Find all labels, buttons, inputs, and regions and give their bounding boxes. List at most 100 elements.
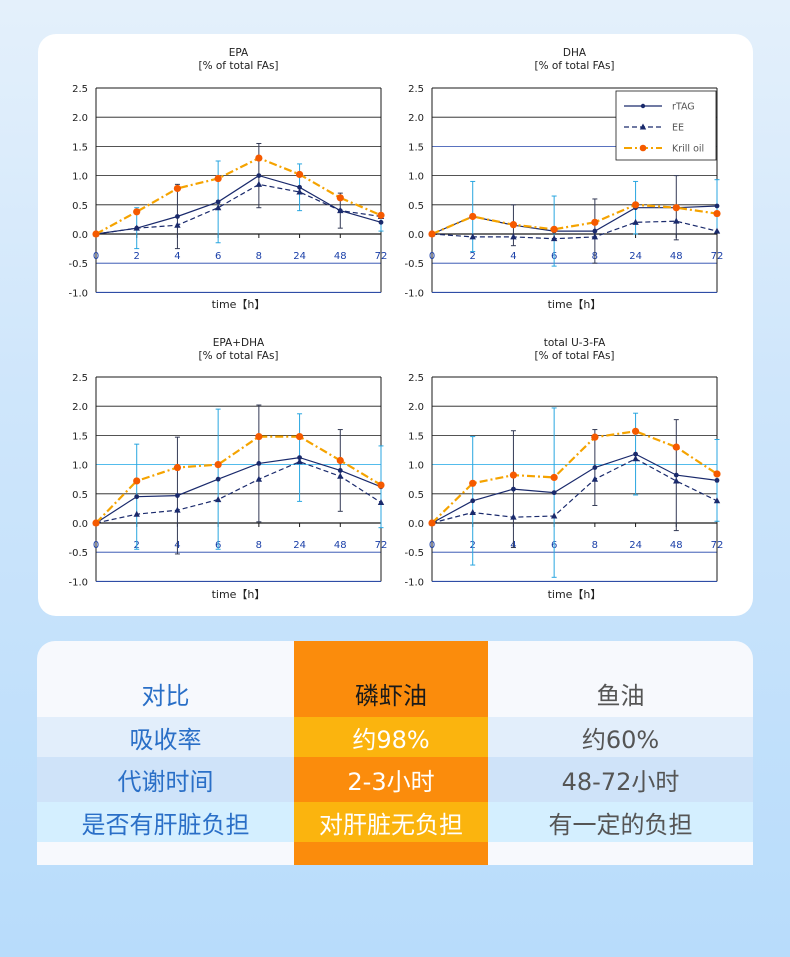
y-tick-label: 2.5 bbox=[72, 84, 88, 95]
x-tick-label: 0 bbox=[429, 540, 435, 551]
data-point-rtag bbox=[633, 451, 638, 457]
series-line-ee bbox=[431, 458, 718, 524]
legend-label: EE bbox=[672, 123, 684, 134]
x-tick-label: 24 bbox=[629, 251, 642, 262]
charts-svg: EPA[% of total FAs]2.52.01.51.00.50.0-0.… bbox=[68, 47, 724, 601]
data-point-krill bbox=[509, 221, 518, 229]
data-point-ee bbox=[296, 458, 303, 465]
data-point-ee bbox=[337, 472, 344, 479]
data-point-rtag bbox=[511, 486, 516, 492]
y-tick-label: 0.0 bbox=[72, 519, 88, 530]
krill-value: 2-3小时 bbox=[294, 757, 488, 802]
data-point-krill bbox=[336, 194, 344, 202]
fish-value: 48-72小时 bbox=[488, 757, 753, 802]
data-point-krill bbox=[672, 443, 680, 451]
y-tick-label: 0.5 bbox=[408, 201, 424, 212]
krill-value: 对肝脏无负担 bbox=[294, 802, 488, 842]
data-point-krill bbox=[92, 519, 100, 527]
y-tick-label: 2.5 bbox=[408, 84, 424, 95]
x-axis-label: time【h】 bbox=[548, 588, 602, 601]
table-row: 是否有肝脏负担 对肝脏无负担 有一定的负担 bbox=[37, 802, 753, 842]
y-tick-label: 2.0 bbox=[408, 402, 424, 413]
data-point-krill bbox=[133, 208, 141, 216]
data-point-ee bbox=[214, 496, 222, 503]
x-tick-label: 72 bbox=[375, 540, 388, 551]
data-point-krill bbox=[377, 481, 385, 489]
x-axis-label: time【h】 bbox=[548, 298, 602, 311]
data-point-krill bbox=[428, 519, 436, 527]
data-point-krill bbox=[295, 432, 304, 441]
chart-title: EPA+DHA bbox=[213, 337, 265, 349]
data-point-ee bbox=[673, 217, 680, 224]
y-tick-label: 0.5 bbox=[72, 201, 88, 212]
y-tick-label: -0.5 bbox=[404, 259, 424, 270]
data-point-ee bbox=[133, 224, 140, 231]
data-point-ee bbox=[377, 499, 385, 506]
data-point-krill bbox=[713, 209, 721, 218]
series-line-ee bbox=[95, 461, 382, 524]
data-point-rtag bbox=[337, 468, 343, 473]
data-point-ee bbox=[591, 475, 599, 482]
y-tick-label: -1.0 bbox=[404, 288, 424, 299]
table-row: 代谢时间 2-3小时 48-72小时 bbox=[37, 757, 753, 802]
chart-title: DHA bbox=[563, 47, 587, 59]
data-point-krill bbox=[255, 432, 263, 441]
y-tick-label: 2.0 bbox=[408, 113, 424, 124]
data-point-ee bbox=[214, 204, 222, 211]
data-point-rtag bbox=[714, 203, 720, 209]
x-tick-label: 72 bbox=[711, 251, 724, 262]
y-tick-label: 0.0 bbox=[408, 230, 424, 241]
data-point-krill bbox=[591, 433, 599, 441]
data-point-ee bbox=[632, 455, 639, 462]
data-point-ee bbox=[591, 233, 599, 240]
x-tick-label: 24 bbox=[629, 540, 642, 551]
series-line-krill bbox=[431, 203, 718, 236]
data-point-krill bbox=[509, 471, 518, 479]
x-tick-label: 8 bbox=[256, 540, 262, 551]
data-point-rtag bbox=[134, 494, 140, 500]
data-point-krill bbox=[713, 470, 721, 478]
data-point-krill bbox=[336, 456, 344, 465]
data-point-ee bbox=[550, 235, 558, 242]
fish-value: 鱼油 bbox=[596, 681, 645, 710]
x-tick-label: 72 bbox=[711, 540, 724, 551]
y-tick-label: 0.5 bbox=[408, 490, 424, 501]
series-line-rtag bbox=[95, 456, 382, 524]
x-tick-label: 6 bbox=[215, 251, 221, 262]
legend-marker bbox=[640, 103, 646, 109]
x-tick-label: 0 bbox=[429, 251, 435, 262]
data-point-rtag bbox=[256, 173, 262, 179]
legend: rTAG EE Krill oil bbox=[615, 90, 717, 161]
y-tick-label: 2.0 bbox=[72, 402, 88, 413]
x-tick-label: 0 bbox=[93, 251, 99, 262]
comparison-table: 对比 磷虾油 鱼油 吸收率 约98% 约60% 代谢时间 2-3小时 48-72… bbox=[37, 641, 753, 865]
series-line-krill bbox=[95, 435, 382, 524]
legend-marker bbox=[639, 144, 647, 152]
x-tick-label: 72 bbox=[375, 251, 388, 262]
chart-card: EPA [% of total FAs] 2.5 2.0 1.5 1.0 0.5 0.0 -0.… bbox=[38, 34, 753, 616]
data-point-ee bbox=[550, 512, 558, 519]
data-point-ee bbox=[133, 510, 140, 517]
x-tick-label: 48 bbox=[334, 251, 347, 262]
data-point-rtag bbox=[673, 472, 679, 478]
data-point-ee bbox=[510, 233, 517, 240]
y-tick-label: -1.0 bbox=[68, 288, 88, 299]
x-tick-label: 4 bbox=[510, 251, 516, 262]
legend-box bbox=[615, 90, 717, 161]
data-point-krill bbox=[173, 463, 182, 472]
x-tick-label: 2 bbox=[470, 251, 476, 262]
data-point-rtag bbox=[714, 477, 720, 483]
x-tick-label: 4 bbox=[174, 251, 180, 262]
series-line-rtag bbox=[95, 174, 382, 235]
data-point-ee bbox=[174, 221, 181, 228]
data-point-krill bbox=[469, 479, 477, 487]
x-tick-label: 48 bbox=[670, 540, 683, 551]
x-tick-label: 24 bbox=[293, 540, 306, 551]
data-point-krill bbox=[255, 154, 263, 162]
data-point-krill bbox=[377, 211, 385, 219]
y-tick-label: 1.0 bbox=[72, 461, 88, 472]
data-point-ee bbox=[713, 497, 721, 504]
y-tick-label: 2.0 bbox=[72, 113, 88, 124]
fish-value: 有一定的负担 bbox=[488, 802, 753, 842]
y-tick-label: 0.0 bbox=[72, 230, 88, 241]
